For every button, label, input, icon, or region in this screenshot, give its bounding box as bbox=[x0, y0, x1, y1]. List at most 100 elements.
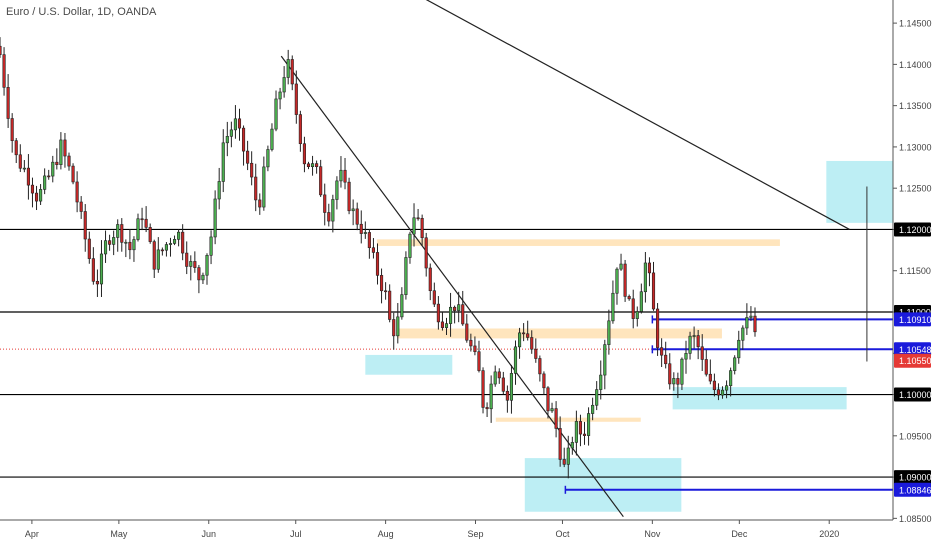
candle-up bbox=[518, 332, 522, 348]
candle-down bbox=[144, 218, 148, 228]
candle-up bbox=[599, 374, 603, 390]
x-tick-label: May bbox=[110, 529, 128, 539]
levels-layer bbox=[0, 228, 893, 494]
candles-layer bbox=[0, 37, 757, 479]
candle-down bbox=[95, 280, 99, 285]
badge-level-1.09000-text: 1.09000 bbox=[899, 473, 932, 483]
trendline-short bbox=[280, 55, 624, 518]
candle-down bbox=[554, 408, 558, 429]
candle-down bbox=[0, 45, 2, 55]
candle-down bbox=[67, 155, 71, 167]
candle-down bbox=[128, 241, 132, 251]
candle-up bbox=[168, 243, 173, 245]
candle-down bbox=[379, 275, 384, 292]
candle-up bbox=[643, 262, 647, 293]
candle-down bbox=[91, 258, 95, 282]
candle-up bbox=[444, 323, 449, 328]
candle-up bbox=[566, 447, 570, 465]
candle-down bbox=[258, 199, 262, 208]
badge-level-1.08846-text: 1.08846 bbox=[899, 485, 932, 495]
x-tick-label: 2020 bbox=[819, 529, 839, 539]
candle-up bbox=[615, 268, 619, 294]
candle-down bbox=[343, 169, 347, 183]
badge-level-1.12000 bbox=[894, 222, 931, 237]
candle-up bbox=[737, 339, 741, 359]
zone-resistance-1 bbox=[376, 239, 780, 246]
candle-up bbox=[725, 385, 729, 391]
candle-down bbox=[538, 358, 542, 375]
candle-down bbox=[461, 304, 465, 325]
candle-down bbox=[753, 315, 757, 333]
zone-aug-support bbox=[365, 354, 453, 375]
candle-up bbox=[619, 263, 623, 270]
candle-down bbox=[34, 192, 39, 202]
candle-up bbox=[449, 306, 453, 324]
candle-down bbox=[700, 346, 704, 360]
candle-up bbox=[43, 175, 47, 190]
candle-down bbox=[254, 176, 258, 201]
candle-down bbox=[2, 54, 6, 88]
y-tick-label: 1.12500 bbox=[899, 184, 932, 194]
candle-down bbox=[627, 296, 631, 300]
candle-down bbox=[14, 140, 18, 156]
candle-down bbox=[55, 161, 59, 165]
candle-up bbox=[720, 389, 725, 396]
zone-resistance-3 bbox=[495, 417, 641, 422]
candle-down bbox=[347, 181, 351, 212]
badge-level-1.10548-text: 1.10548 bbox=[899, 345, 932, 355]
y-tick-label: 1.13500 bbox=[899, 101, 932, 111]
candle-down bbox=[453, 306, 457, 311]
candle-up bbox=[201, 274, 205, 281]
candle-down bbox=[237, 118, 242, 129]
candle-up bbox=[672, 378, 676, 385]
zone-nov-support bbox=[672, 387, 847, 410]
candle-down bbox=[582, 433, 587, 436]
candle-up bbox=[607, 320, 611, 345]
candle-down bbox=[290, 59, 294, 85]
candle-down bbox=[47, 175, 51, 178]
zone-oct-low bbox=[524, 458, 682, 512]
x-tick-label: Apr bbox=[25, 529, 39, 539]
y-tick-label: 1.13000 bbox=[899, 142, 932, 152]
badge-level-1.08846 bbox=[894, 482, 931, 497]
price-badges: 1.120001.110001.100001.090001.109101.105… bbox=[894, 222, 932, 497]
x-tick-label: Jul bbox=[290, 529, 302, 539]
candle-up bbox=[587, 413, 591, 436]
candle-up bbox=[692, 335, 696, 337]
candle-up bbox=[225, 136, 229, 144]
y-tick-label: 1.08500 bbox=[899, 514, 932, 524]
candle-up bbox=[513, 346, 518, 374]
trendline-long bbox=[425, 0, 850, 230]
badge-level-1.12000-text: 1.12000 bbox=[899, 225, 932, 235]
candle-down bbox=[193, 261, 197, 268]
candle-down bbox=[440, 321, 444, 328]
x-tick-label: Dec bbox=[731, 529, 748, 539]
badge-level-1.10910 bbox=[894, 312, 931, 327]
candle-up bbox=[22, 167, 26, 170]
candle-up bbox=[684, 353, 688, 360]
candle-up bbox=[550, 408, 554, 412]
candle-up bbox=[408, 233, 412, 258]
candle-down bbox=[578, 421, 583, 435]
x-tick-label: Oct bbox=[555, 529, 570, 539]
candle-down bbox=[79, 201, 83, 212]
chart-title: Euro / U.S. Dollar, 1D, OANDA bbox=[6, 6, 157, 18]
candle-up bbox=[400, 294, 404, 318]
candle-down bbox=[371, 247, 375, 253]
candle-down bbox=[327, 212, 331, 222]
candle-down bbox=[428, 267, 432, 292]
candle-down bbox=[712, 380, 716, 391]
candle-down bbox=[302, 143, 306, 165]
candle-down bbox=[6, 87, 10, 119]
candle-up bbox=[404, 257, 408, 295]
candle-up bbox=[124, 241, 128, 244]
candle-down bbox=[542, 373, 546, 389]
x-tick-label: Aug bbox=[378, 529, 394, 539]
candle-up bbox=[412, 217, 416, 235]
candle-up bbox=[217, 181, 221, 200]
candle-up bbox=[270, 128, 274, 150]
candle-up bbox=[213, 198, 217, 238]
candle-down bbox=[323, 194, 327, 213]
badge-current-price bbox=[894, 353, 931, 368]
